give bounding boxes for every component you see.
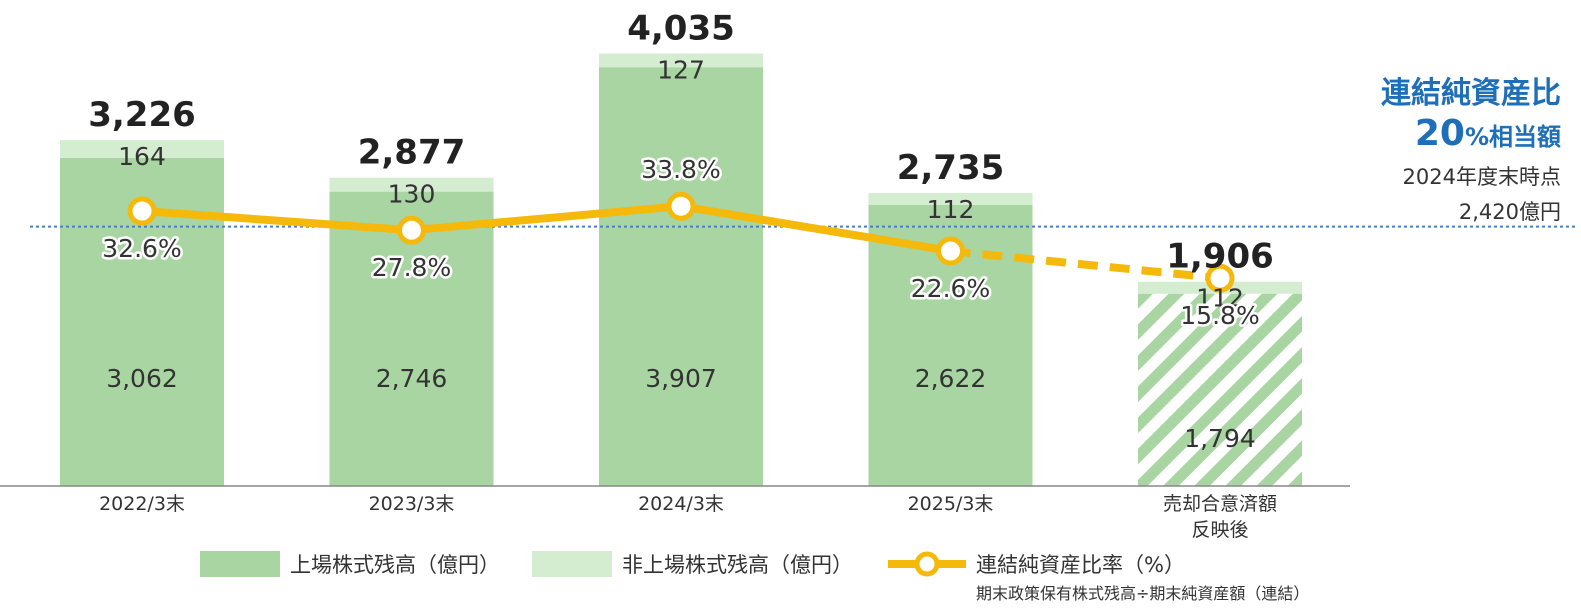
total-label: 2,877 (358, 133, 466, 173)
unlisted-value-label: 112 (1196, 284, 1244, 313)
ratio-value-label: 22.6% (911, 274, 990, 303)
unlisted-value-label: 112 (927, 195, 975, 224)
ratio-point (936, 236, 965, 266)
balance-chart: 3,226 164 3,062 2022/3末 2,877 130 2,746 2023/3末… (0, 9, 1575, 541)
legend-item-ratio: 連結純資産比率（%） (886, 549, 1185, 579)
legend-item-unlisted: 非上場株式残高（億円） (532, 549, 853, 579)
legend-label-unlisted: 非上場株式残高（億円） (622, 553, 853, 577)
listed-value-label: 3,062 (106, 364, 178, 393)
ratio-point (127, 196, 157, 226)
legend-swatch-unlisted (532, 551, 612, 577)
ratio-line (141, 207, 412, 235)
legend-swatch-listed (200, 551, 280, 577)
bar-unlisted (329, 177, 494, 192)
bar-unlisted (60, 140, 224, 158)
total-label: 4,035 (627, 9, 735, 49)
ratio-line-projected (950, 247, 1221, 283)
ratio-value-label: 27.8% (372, 253, 451, 282)
x-tick-label: 2022/3末 (99, 493, 185, 515)
bar-unlisted (599, 53, 763, 68)
listed-value-label: 1,794 (1184, 424, 1256, 453)
legend-label-ratio: 連結純資産比率（%） (976, 553, 1185, 577)
total-label: 2,735 (897, 148, 1005, 188)
x-tick-label: 2025/3末 (908, 493, 994, 515)
x-tick-label: 2023/3末 (369, 493, 455, 515)
total-label: 1,906 (1166, 237, 1274, 277)
reference-note-date: 2024年度末時点 (1402, 165, 1561, 189)
x-tick-label: 2024/3末 (638, 493, 724, 515)
unlisted-value-label: 164 (118, 142, 166, 171)
listed-value-label: 2,622 (915, 364, 987, 393)
bar-listed (1138, 293, 1302, 486)
total-label: 3,226 (88, 95, 196, 135)
ratio-value-label: 33.8% (641, 155, 720, 184)
legend-ratio-note: 期末政策保有株式残高÷期末純資産額（連結） (976, 584, 1310, 603)
ratio-line (680, 202, 952, 255)
bar-listed (599, 67, 763, 486)
reference-amount-suffix: %相当額 (1464, 123, 1561, 151)
ratio-point (397, 215, 426, 245)
ratio-value-label: 32.6% (102, 234, 181, 263)
x-tick-label: 売却合意済額 (1163, 493, 1277, 515)
listed-value-label: 2,746 (376, 364, 448, 393)
reference-amount-number: 20 (1414, 113, 1465, 154)
ratio-value-label: 15.8% (1180, 301, 1259, 330)
legend-item-listed: 上場株式残高（億円） (200, 549, 500, 579)
ratio-point (666, 191, 696, 221)
ratio-line (411, 202, 682, 235)
unlisted-value-label: 127 (657, 56, 705, 85)
x-tick-label: 反映後 (1191, 519, 1248, 541)
legend-line-marker-icon (888, 551, 966, 577)
bar-unlisted (868, 192, 1033, 205)
reference-note-value: 2,420億円 (1458, 200, 1561, 224)
unlisted-value-label: 130 (388, 180, 436, 209)
reference-amount: 20%相当額 (1415, 114, 1561, 157)
ratio-point (1205, 263, 1235, 293)
listed-value-label: 3,907 (645, 364, 717, 393)
legend-label-listed: 上場株式残高（億円） (290, 553, 500, 577)
reference-title: 連結純資産比 (1381, 76, 1561, 111)
